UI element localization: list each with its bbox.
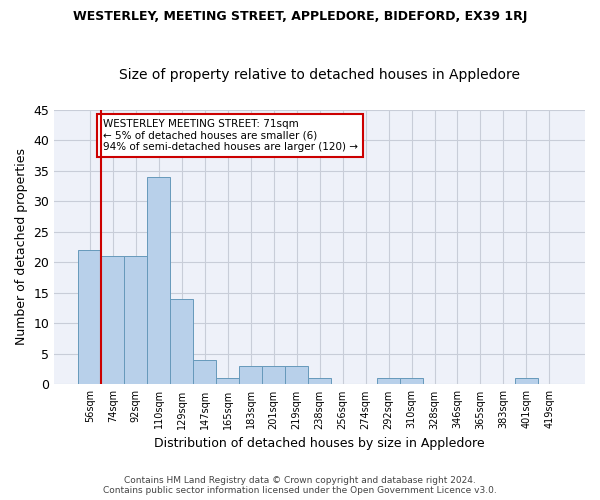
Bar — [170, 299, 193, 384]
Bar — [148, 176, 170, 384]
Bar — [193, 360, 216, 384]
Bar — [239, 366, 262, 384]
Bar — [515, 378, 538, 384]
X-axis label: Distribution of detached houses by size in Appledore: Distribution of detached houses by size … — [154, 437, 485, 450]
Bar — [285, 366, 308, 384]
Bar — [79, 250, 101, 384]
Bar — [308, 378, 331, 384]
Title: Size of property relative to detached houses in Appledore: Size of property relative to detached ho… — [119, 68, 520, 82]
Bar — [377, 378, 400, 384]
Bar — [216, 378, 239, 384]
Text: WESTERLEY, MEETING STREET, APPLEDORE, BIDEFORD, EX39 1RJ: WESTERLEY, MEETING STREET, APPLEDORE, BI… — [73, 10, 527, 23]
Y-axis label: Number of detached properties: Number of detached properties — [15, 148, 28, 346]
Bar — [262, 366, 285, 384]
Bar — [101, 256, 124, 384]
Text: WESTERLEY MEETING STREET: 71sqm
← 5% of detached houses are smaller (6)
94% of s: WESTERLEY MEETING STREET: 71sqm ← 5% of … — [103, 118, 358, 152]
Text: Contains HM Land Registry data © Crown copyright and database right 2024.
Contai: Contains HM Land Registry data © Crown c… — [103, 476, 497, 495]
Bar — [124, 256, 148, 384]
Bar — [400, 378, 423, 384]
